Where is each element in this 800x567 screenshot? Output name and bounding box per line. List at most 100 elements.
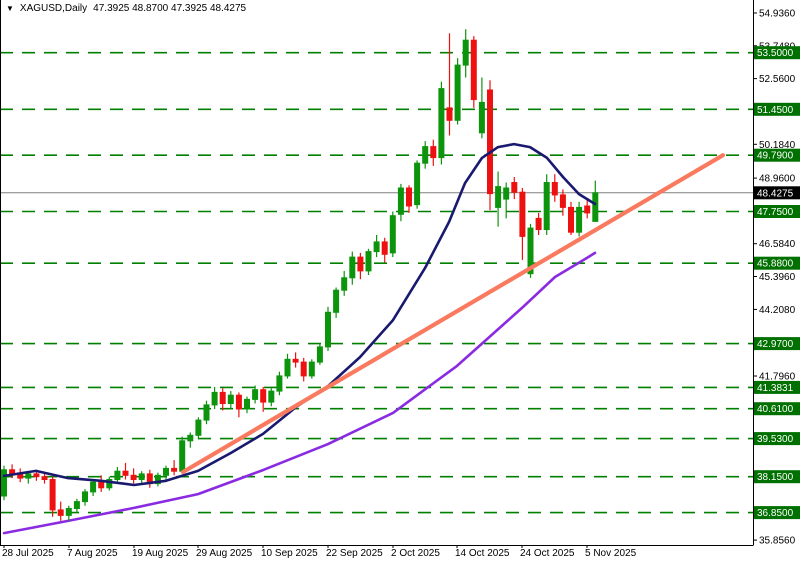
candle-body: [90, 481, 97, 493]
candle-body: [551, 182, 558, 196]
date-axis-label: 2 Oct 2025: [391, 548, 440, 559]
level-price-badge: [754, 337, 800, 351]
level-price-badge: [754, 380, 800, 394]
price-axis-labels[interactable]: 54.936053.748052.560050.184048.960046.58…: [753, 9, 796, 547]
candle-body: [349, 256, 356, 279]
price-axis-label: 54.9360: [759, 9, 796, 20]
candle-body: [187, 434, 194, 442]
candle-body: [284, 358, 291, 377]
candle-body: [487, 89, 493, 195]
candle-body: [138, 473, 145, 480]
candle-body: [41, 476, 48, 481]
candle-body: [114, 470, 121, 481]
candle-body: [438, 88, 445, 159]
candle-body: [268, 390, 275, 403]
candle-body: [333, 289, 340, 313]
level-price-badge-label: 51.4500: [757, 105, 794, 116]
candle-body: [227, 394, 234, 405]
level-price-badge-label: 40.6100: [757, 404, 794, 415]
candle-body: [25, 473, 32, 479]
symbol-collapse-icon[interactable]: ▼: [6, 3, 14, 13]
candle-body: [559, 194, 566, 208]
candle-body: [57, 509, 64, 516]
candle-body: [65, 508, 72, 516]
candle-body: [454, 64, 461, 121]
candle-body: [130, 474, 137, 480]
candle-body: [527, 227, 534, 275]
date-axis-label: 28 Jul 2025: [2, 548, 54, 559]
candle-body: [389, 215, 396, 254]
candle-body: [406, 187, 412, 207]
price-axis-label: 45.3960: [759, 272, 796, 283]
candle-body: [219, 391, 226, 404]
level-price-badge: [754, 46, 800, 60]
trendline[interactable]: [180, 153, 726, 475]
price-axis-label: 50.1840: [759, 140, 796, 151]
candle-body: [244, 398, 250, 410]
candle-body: [478, 101, 485, 134]
candle-body: [260, 389, 267, 403]
current-price-badge: [754, 186, 800, 200]
price-axis-label: 46.5840: [759, 239, 796, 250]
level-price-badge: [754, 432, 800, 446]
candle-body: [543, 182, 550, 230]
candle-body: [576, 206, 583, 233]
candle-body: [511, 182, 518, 193]
price-axis-label: 52.5600: [759, 74, 796, 85]
level-price-badge-label: 42.9700: [757, 339, 794, 350]
level-badges: 53.5000 51.4500 49.7900 47.7500 45.8800 42.97…: [754, 46, 800, 520]
candle-body: [430, 146, 437, 159]
price-axis-label: 44.2080: [759, 305, 796, 316]
price-axis-label: 41.7960: [759, 372, 796, 383]
time-axis-labels[interactable]: 28 Jul 2025 7 Aug 2025 19 Aug 2025 29 Aug 2…: [2, 545, 637, 559]
candle-body: [341, 277, 348, 291]
candles: [1, 29, 599, 521]
candle-body: [503, 187, 510, 200]
candle-body: [495, 186, 502, 208]
candle-body: [49, 479, 56, 511]
level-price-badge-label: 53.5000: [757, 48, 794, 59]
level-price-badge-label: 41.3831: [757, 383, 794, 394]
candle-body: [462, 39, 469, 66]
candle-body: [195, 419, 202, 436]
candle-body: [300, 361, 307, 377]
candle-body: [325, 311, 331, 348]
level-price-badge-label: 47.7500: [757, 207, 794, 218]
candle-body: [446, 107, 453, 121]
date-axis-label: 19 Aug 2025: [132, 548, 189, 559]
level-price-badge: [754, 205, 800, 218]
candle-body: [535, 217, 542, 230]
candle-body: [179, 440, 186, 472]
date-axis-label: 7 Aug 2025: [67, 548, 118, 559]
level-price-badge: [754, 102, 800, 116]
level-price-badge: [754, 256, 800, 270]
candle-body: [276, 375, 283, 392]
chart-title-bar: ▼ XAGUSD,Daily 47.3925 48.8700 47.3925 4…: [6, 3, 246, 14]
candle-body: [1, 469, 7, 497]
ohlc-values-label: 47.3925 48.8700 47.3925 48.4275: [93, 3, 247, 14]
candle-body: [82, 491, 88, 503]
level-price-badge: [754, 470, 800, 484]
candle-body: [98, 481, 105, 489]
candle-body: [414, 162, 421, 206]
level-price-badge-label: 38.1500: [757, 472, 794, 483]
level-price-badge-label: 36.8500: [757, 508, 794, 519]
navy-ma-line[interactable]: [2, 142, 597, 487]
candle-body: [235, 394, 242, 410]
candle-body: [519, 191, 526, 237]
level-price-badge: [754, 148, 800, 162]
price-axis-label: 48.9600: [759, 174, 796, 185]
candle-body: [308, 361, 315, 377]
date-axis-label: 24 Oct 2025: [520, 548, 575, 559]
level-price-badge-label: 39.5300: [757, 434, 794, 445]
level-price-badge: [754, 402, 800, 416]
date-axis-label: 10 Sep 2025: [261, 548, 318, 559]
candle-body: [73, 501, 80, 510]
candle-body: [470, 39, 477, 101]
candle-body: [568, 206, 574, 233]
date-axis-label: 14 Oct 2025: [455, 548, 510, 559]
violet-ma-line[interactable]: [2, 251, 597, 535]
candle-body: [122, 470, 129, 476]
